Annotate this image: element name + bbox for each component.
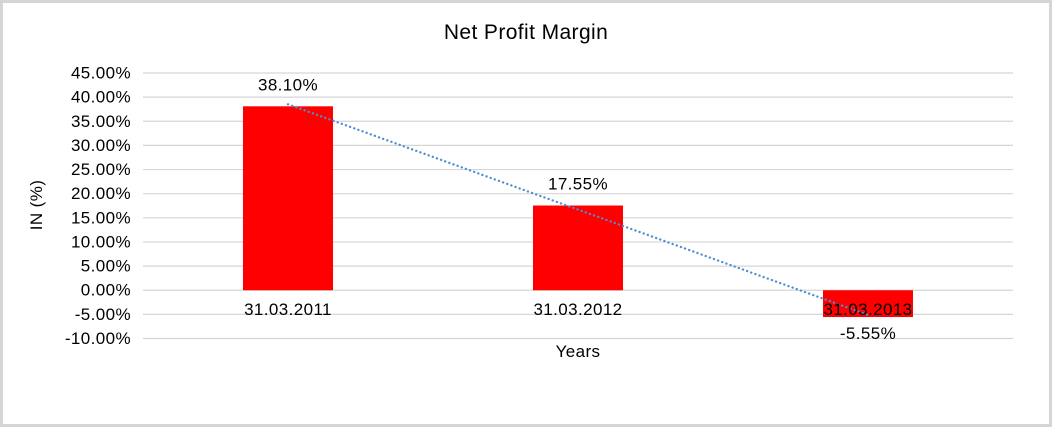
- y-tick-label: 30.00%: [71, 136, 131, 155]
- y-tick-label: -5.00%: [75, 305, 131, 324]
- y-tick-label: 5.00%: [81, 257, 131, 276]
- bar-data-label: 17.55%: [548, 175, 608, 194]
- chart-title: Net Profit Margin: [444, 21, 608, 44]
- bar-series: [243, 106, 913, 318]
- bar: [243, 106, 333, 291]
- y-tick-label: 10.00%: [71, 232, 131, 251]
- y-tick-label: -10.00%: [65, 329, 131, 348]
- bar: [533, 205, 623, 291]
- y-tick-label: 20.00%: [71, 184, 131, 203]
- net-profit-margin-chart: 45.00% 40.00% 35.00% 30.00% 25.00% 20.00% 15.0…: [27, 21, 1013, 361]
- y-axis-title: IN (%): [27, 180, 46, 231]
- y-tick-label: 25.00%: [71, 160, 131, 179]
- bar-data-label: -5.55%: [840, 324, 896, 343]
- y-tick-label: 15.00%: [71, 208, 131, 227]
- y-axis-tick-labels: 45.00% 40.00% 35.00% 30.00% 25.00% 20.00% 15.0…: [65, 64, 131, 349]
- y-tick-label: 45.00%: [71, 64, 131, 83]
- x-category-label: 31.03.2012: [533, 300, 622, 319]
- data-and-category-labels: 38.10% 31.03.2011 17.55% 31.03.2012 -5.55% 31…: [244, 75, 912, 343]
- trendline: [286, 103, 870, 317]
- bar-data-label: 38.10%: [258, 75, 318, 94]
- trendline-group: [286, 103, 870, 317]
- y-tick-label: 0.00%: [81, 281, 131, 300]
- y-tick-label: 40.00%: [71, 88, 131, 107]
- x-axis-title: Years: [556, 342, 601, 361]
- x-category-label: 31.03.2013: [823, 300, 912, 319]
- y-tick-label: 35.00%: [71, 112, 131, 131]
- x-category-label: 31.03.2011: [244, 300, 332, 319]
